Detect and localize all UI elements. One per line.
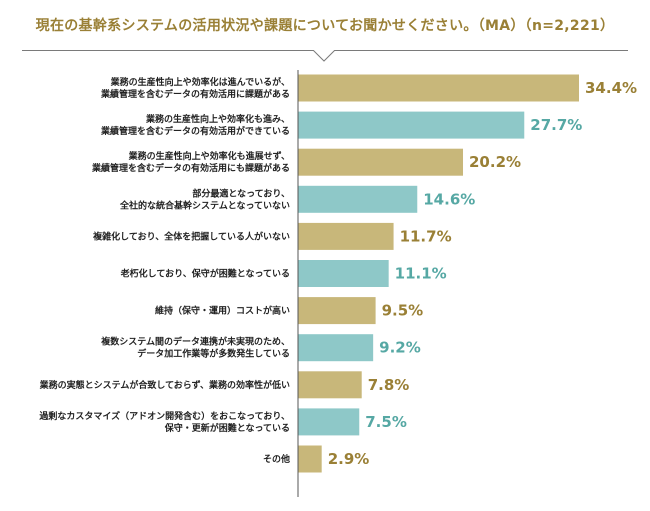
category-label-3: 業務の生産性向上や効率化も進展せず、業績管理を含むデータの有効活用にも課題がある	[91, 150, 290, 174]
category-label-6: 老朽化しており、保守が困難となっている	[120, 268, 290, 280]
value-label-9: 7.8%	[368, 376, 410, 394]
value-label-4: 14.6%	[423, 190, 475, 208]
value-label-11: 2.9%	[328, 450, 370, 468]
category-label-5: 複雑化しており、全体を把握している人がいない	[92, 230, 290, 242]
bar-5	[298, 222, 394, 250]
value-label-10: 7.5%	[365, 413, 407, 431]
bar-1	[298, 74, 579, 102]
chart-title: 現在の基幹系システムの活用状況や課題についてお聞かせください。（MA）（n=2,…	[35, 18, 615, 34]
bar-11	[298, 445, 322, 473]
bar-3	[298, 148, 464, 176]
value-label-5: 11.7%	[400, 227, 452, 245]
bar-4	[298, 185, 418, 213]
value-label-8: 9.2%	[379, 339, 421, 357]
category-label-4: 部分最適となっており、全社的な統合基幹システムとなっていない	[119, 187, 290, 211]
category-label-8: 複数システム間のデータ連携が未実現のため、データ加工作業等が多数発生している	[100, 336, 290, 360]
bar-10	[298, 408, 360, 436]
value-label-1: 34.4%	[585, 79, 637, 97]
bar-7	[298, 297, 376, 325]
category-label-11: その他	[263, 453, 290, 465]
bar-2	[298, 111, 525, 139]
title-pointer	[313, 50, 335, 62]
category-label-2: 業務の生産性向上や効率化も進み、業績管理を含むデータの有効活用ができている	[100, 113, 290, 137]
category-label-9: 業務の実態とシステムが合致しておらず、業務の効率性が低い	[39, 379, 290, 391]
value-label-3: 20.2%	[469, 153, 521, 171]
category-label-10: 過剰なカスタマイズ（アドオン開発含む）をおこなっており、保守・更新が困難となって…	[38, 410, 290, 434]
bar-6	[298, 260, 389, 287]
category-label-7: 維持（保守・運用）コストが高い	[155, 305, 290, 317]
category-label-1: 業務の生産性向上や効率化は進んでいるが、業績管理を含むデータの有効活用に課題があ…	[100, 76, 290, 100]
value-label-2: 27.7%	[530, 116, 582, 134]
bar-9	[298, 371, 362, 399]
value-label-6: 11.1%	[395, 265, 447, 283]
value-label-7: 9.5%	[382, 302, 424, 320]
bar-8	[298, 334, 374, 362]
